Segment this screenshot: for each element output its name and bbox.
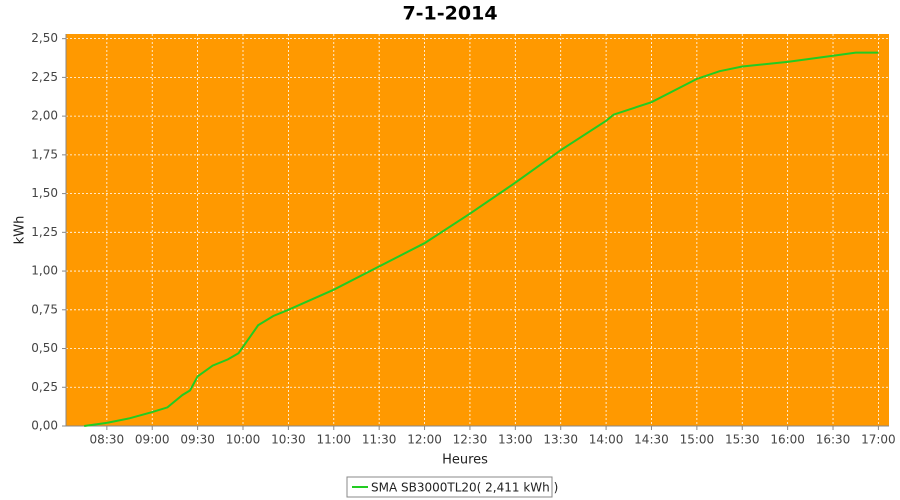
x-tick-label: 15:30 bbox=[725, 433, 760, 447]
x-tick-label: 11:30 bbox=[362, 433, 397, 447]
x-tick-label: 10:00 bbox=[226, 433, 261, 447]
x-tick-label: 16:30 bbox=[816, 433, 851, 447]
chart-title: 7-1-2014 bbox=[402, 3, 497, 25]
x-tick-label: 10:30 bbox=[271, 433, 306, 447]
legend-label: SMA SB3000TL20( 2,411 kWh ) bbox=[371, 481, 558, 495]
y-tick-label: 1,25 bbox=[31, 225, 58, 239]
x-tick-label: 15:00 bbox=[680, 433, 715, 447]
x-tick-label: 16:00 bbox=[770, 433, 805, 447]
x-tick-label: 13:00 bbox=[498, 433, 533, 447]
y-axis-label: kWh bbox=[13, 216, 28, 245]
x-axis-label: Heures bbox=[442, 453, 488, 468]
x-tick-label: 14:00 bbox=[589, 433, 624, 447]
y-tick-label: 0,25 bbox=[31, 380, 58, 394]
x-tick-label: 09:30 bbox=[180, 433, 215, 447]
x-tick-label: 12:30 bbox=[453, 433, 488, 447]
y-tick-label: 1,00 bbox=[31, 264, 58, 278]
y-tick-label: 0,00 bbox=[31, 419, 58, 433]
x-tick-label: 08:30 bbox=[90, 433, 125, 447]
x-tick-label: 17:00 bbox=[861, 433, 896, 447]
x-tick-label: 13:30 bbox=[543, 433, 578, 447]
y-tick-label: 1,50 bbox=[31, 186, 58, 200]
x-tick-label: 12:00 bbox=[407, 433, 442, 447]
x-tick-label: 14:30 bbox=[634, 433, 669, 447]
y-tick-label: 0,75 bbox=[31, 302, 58, 316]
y-tick-label: 0,50 bbox=[31, 341, 58, 355]
plot-background bbox=[66, 34, 889, 426]
data-line bbox=[84, 51, 879, 427]
x-tick-label: 09:00 bbox=[135, 433, 170, 447]
y-tick-label: 2,00 bbox=[31, 109, 58, 123]
y-tick-label: 1,75 bbox=[31, 147, 58, 161]
y-tick-label: 2,50 bbox=[31, 31, 58, 45]
x-tick-label: 11:00 bbox=[316, 433, 351, 447]
y-tick-label: 2,25 bbox=[31, 70, 58, 84]
legend-box bbox=[346, 476, 553, 498]
